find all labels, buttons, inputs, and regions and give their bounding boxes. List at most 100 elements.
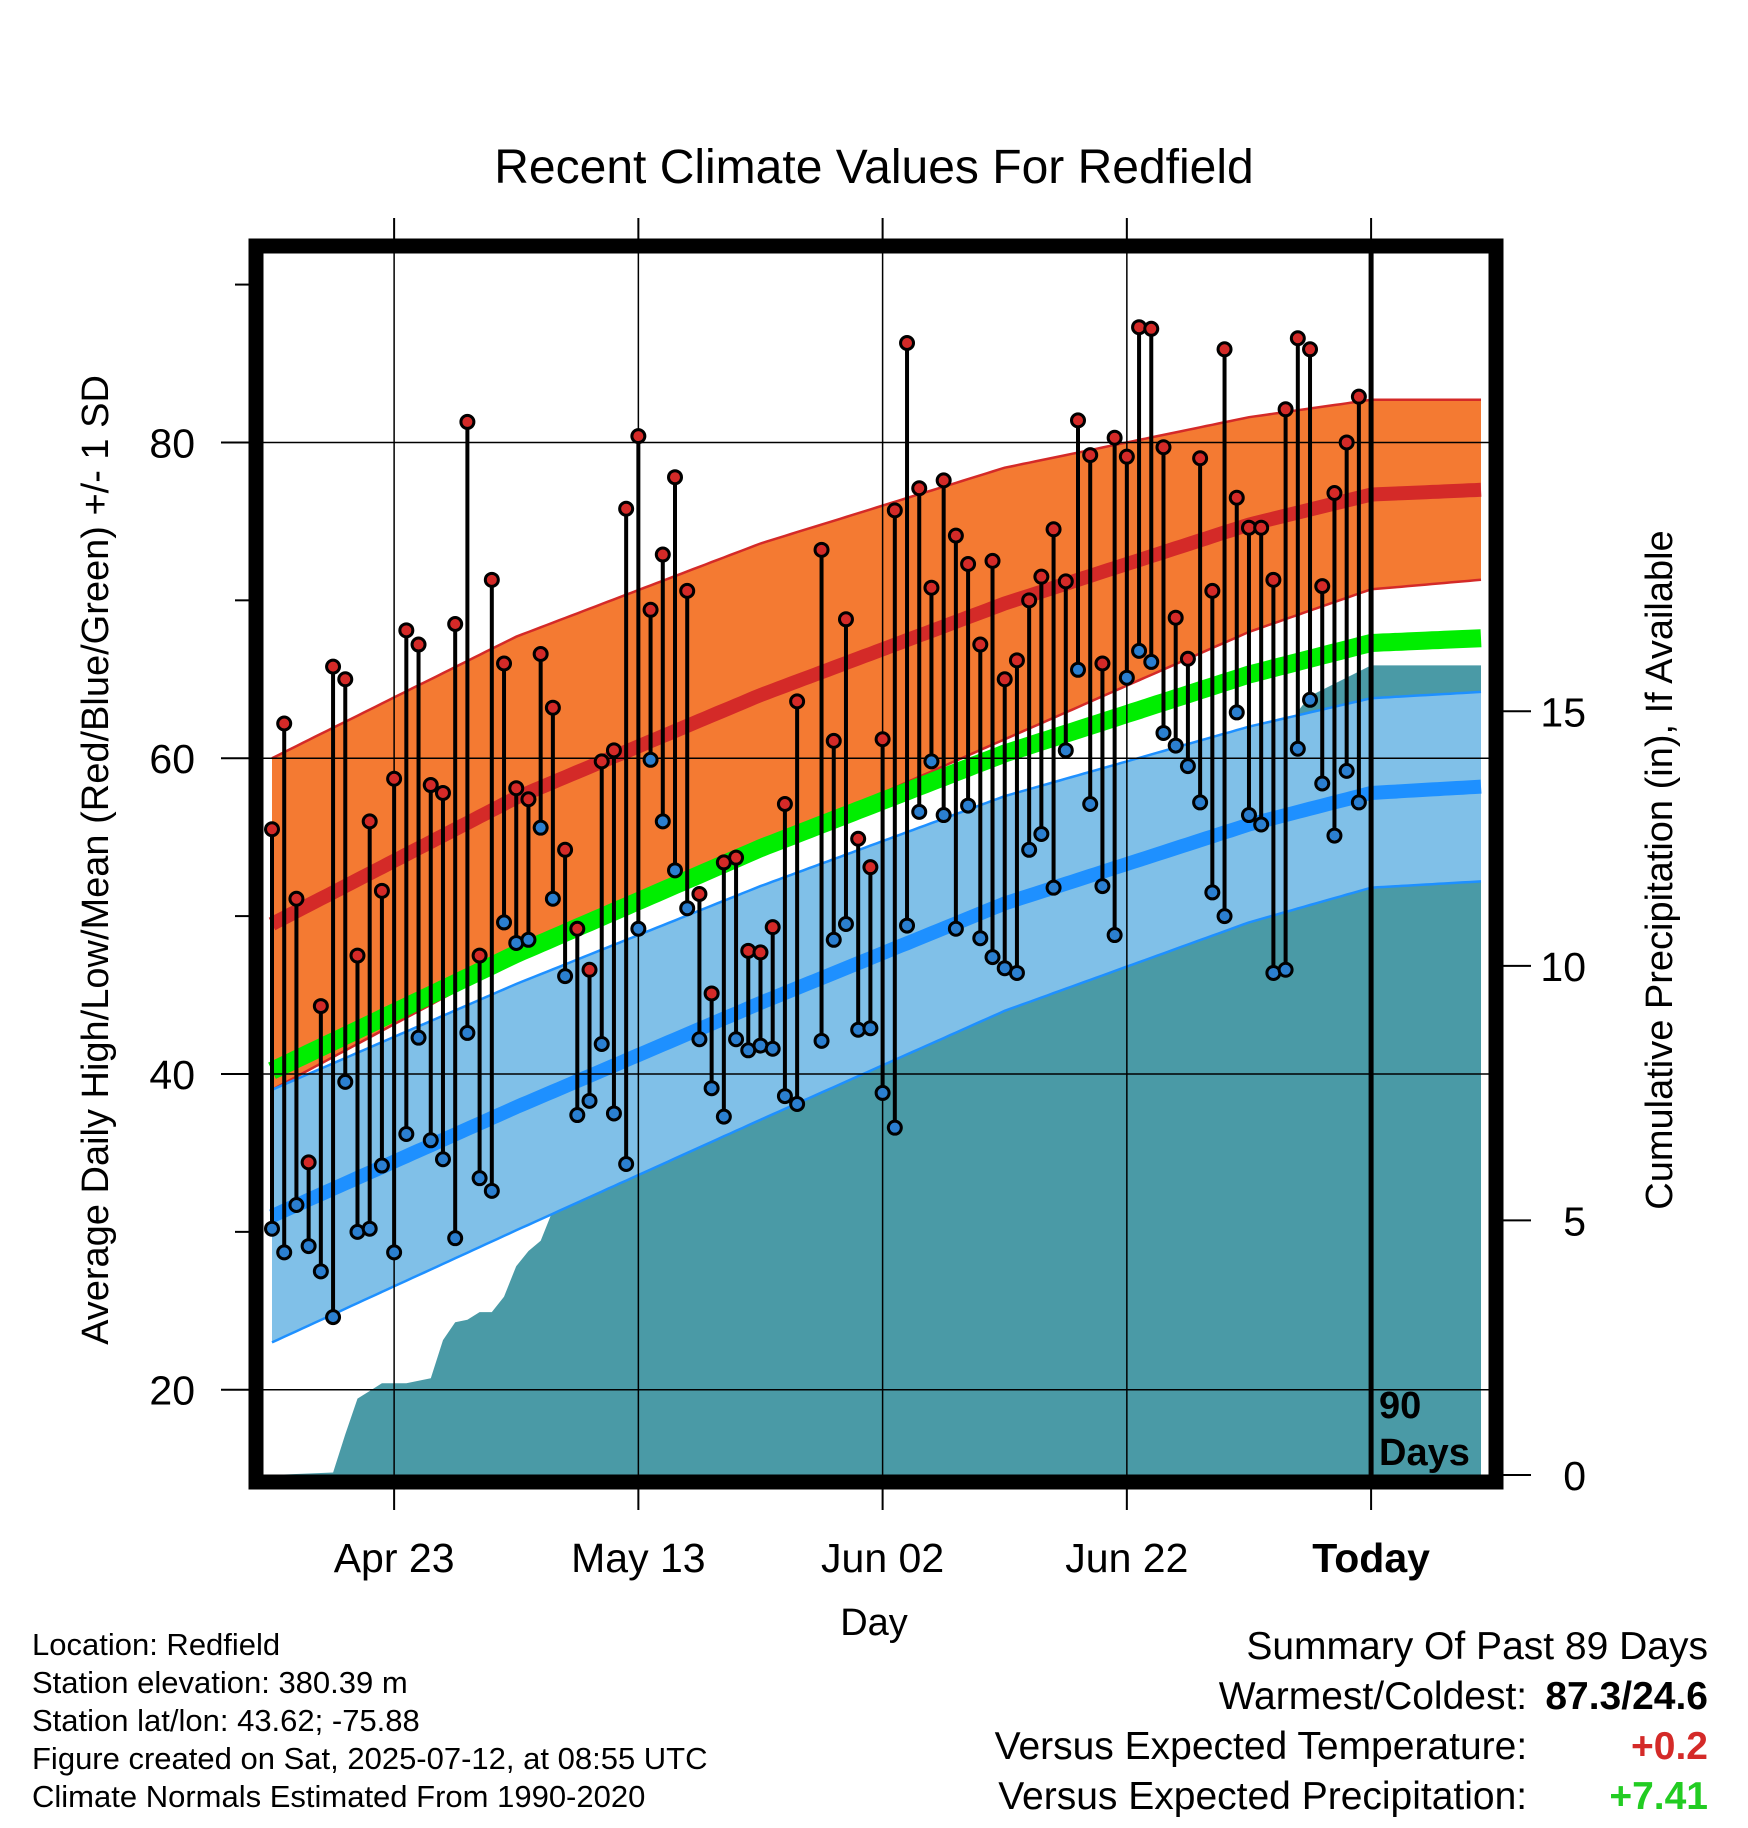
obs-low-point: [483, 1182, 500, 1199]
obs-low-point: [1045, 879, 1062, 896]
y2-tick-label: 10: [1540, 944, 1586, 990]
temp-value: +0.2: [1631, 1725, 1708, 1768]
y-tick-label: 80: [149, 420, 195, 466]
obs-low-point: [1008, 964, 1025, 981]
obs-high-point: [312, 998, 329, 1015]
obs-high-point: [752, 944, 769, 961]
obs-low-point: [1216, 908, 1233, 925]
obs-high-point: [947, 527, 964, 544]
obs-high-point: [1204, 582, 1221, 599]
mean-line: [268, 629, 1482, 1079]
obs-high-point: [862, 859, 879, 876]
obs-high-point: [960, 556, 977, 573]
obs-low-point: [1167, 737, 1184, 754]
obs-high-point: [483, 571, 500, 588]
obs-high-point: [728, 849, 745, 866]
obs-low-point: [532, 819, 549, 836]
created-text: Figure created on Sat, 2025-07-12, at 08…: [32, 1741, 708, 1776]
obs-high-point: [850, 830, 867, 847]
obs-low-point: [764, 1040, 781, 1057]
obs-low-point: [1204, 884, 1221, 901]
y-tick-label: 40: [149, 1052, 195, 1098]
obs-low-point: [1240, 807, 1257, 824]
summary-warm-cold: Warmest/Coldest: 87.3/24.6: [995, 1672, 1708, 1722]
obs-high-point: [581, 961, 598, 978]
y-tick-label: 60: [149, 736, 195, 782]
plot-frame: [248, 238, 1504, 1490]
obs-high-point: [1192, 450, 1209, 467]
obs-low-point: [1314, 775, 1331, 792]
obs-high-point: [899, 334, 916, 351]
obs-high-point: [496, 655, 513, 672]
obs-low-point: [789, 1095, 806, 1112]
obs-high-point: [605, 742, 622, 759]
obs-low-point: [776, 1088, 793, 1105]
obs-low-point: [618, 1155, 635, 1172]
obs-high-point: [520, 791, 537, 808]
obs-low-point: [264, 1220, 280, 1237]
obs-low-point: [837, 915, 854, 932]
obs-low-point: [667, 862, 683, 879]
days-label-word: Days: [1379, 1432, 1470, 1474]
obs-low-point: [1179, 758, 1196, 775]
obs-low-point: [325, 1309, 342, 1326]
obs-high-point: [911, 480, 928, 497]
obs-low-point: [630, 920, 647, 937]
obs-high-point: [300, 1154, 317, 1171]
obs-low-point: [557, 968, 574, 985]
obs-high-point: [1167, 609, 1184, 626]
x-tick-label: Apr 23: [334, 1535, 455, 1581]
y2-axis-label: Cumulative Precipitation (in), If Availa…: [1639, 530, 1681, 1209]
obs-high-point: [1057, 573, 1074, 590]
elevation-text: Station elevation: 380.39 m: [32, 1665, 408, 1700]
obs-high-point: [972, 636, 989, 653]
obs-high-point: [569, 920, 586, 937]
obs-high-point: [996, 671, 1013, 688]
obs-low-point: [813, 1032, 830, 1049]
obs-high-point: [386, 770, 403, 787]
obs-low-point: [1228, 704, 1245, 721]
obs-low-point: [984, 949, 1001, 966]
obs-low-point: [398, 1125, 415, 1142]
y-axis-label: Average Daily High/Low/Mean (Red/Blue/Gr…: [75, 375, 117, 1345]
obs-high-point: [434, 784, 451, 801]
obs-low-point: [300, 1238, 317, 1255]
x-tick-label: Today: [1312, 1535, 1430, 1581]
obs-low-point: [825, 931, 842, 948]
obs-high-point: [1033, 568, 1050, 585]
precip-label: Versus Expected Precipitation:: [998, 1775, 1528, 1818]
warm-cold-value: 87.3/24.6: [1545, 1675, 1708, 1718]
obs-low-point: [1253, 816, 1270, 833]
obs-low-point: [1350, 794, 1367, 811]
warm-cold-label: Warmest/Coldest:: [1218, 1675, 1528, 1718]
obs-high-point: [447, 616, 464, 633]
obs-high-point: [373, 882, 390, 899]
obs-high-point: [593, 753, 610, 770]
y2-tick-label: 5: [1563, 1198, 1586, 1244]
obs-high-point: [1289, 330, 1306, 347]
obs-low-point: [960, 797, 977, 814]
obs-high-point: [1277, 401, 1294, 418]
obs-low-point: [1082, 796, 1099, 813]
summary-title: Summary Of Past 89 Days: [1246, 1625, 1708, 1668]
latlon-text: Station lat/lon: 43.62; -75.88: [32, 1703, 420, 1738]
obs-low-point: [862, 1020, 879, 1037]
obs-low-point: [703, 1080, 720, 1097]
obs-low-point: [459, 1024, 476, 1041]
high-mean-line: [268, 482, 1482, 931]
obs-high-point: [337, 671, 354, 688]
obs-low-point: [434, 1151, 451, 1168]
summary-precip: Versus Expected Precipitation: +7.41: [995, 1772, 1708, 1822]
obs-high-point: [1265, 571, 1282, 588]
obs-high-point: [349, 947, 366, 964]
obs-low-point: [1118, 669, 1135, 686]
x-axis-label: Day: [840, 1602, 908, 1644]
obs-high-point: [874, 731, 891, 748]
obs-low-point: [1277, 961, 1294, 978]
x-tick-label: Jun 22: [1065, 1535, 1188, 1581]
high-sd-band: [272, 399, 1481, 1090]
y2-tick-label: 15: [1540, 689, 1586, 735]
axes: Apr 23 May 13 Jun 02 Jun 22 Today 20 40 60 80 0 5 1…: [149, 218, 1586, 1581]
obs-high-point: [1350, 388, 1367, 405]
